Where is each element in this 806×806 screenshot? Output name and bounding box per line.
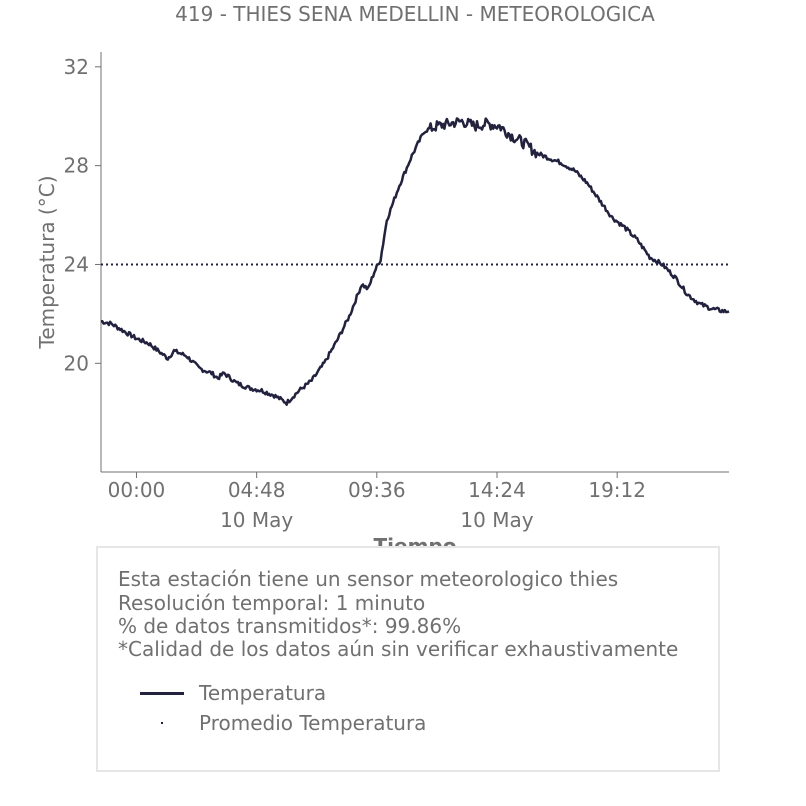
y-tick-label: 24 bbox=[64, 252, 89, 276]
temperature-series-line bbox=[101, 117, 730, 406]
legend-temperature-label: Temperatura bbox=[199, 681, 327, 705]
info-station-text: Esta estación tiene un sensor meteorolog… bbox=[118, 567, 619, 591]
legend-temperature-swatch bbox=[140, 692, 184, 695]
y-ticks: 20 24 28 32 bbox=[64, 55, 101, 375]
y-tick-label: 32 bbox=[64, 55, 89, 79]
x-tick-label: 09:36 bbox=[348, 478, 406, 502]
x-tick-sublabel: 10 May bbox=[220, 508, 293, 532]
legend-average-label: Promedio Temperatura bbox=[199, 711, 427, 735]
series-layer bbox=[101, 117, 730, 406]
x-tick-label: 00:00 bbox=[108, 478, 166, 502]
info-box: Esta estación tiene un sensor meteorolog… bbox=[96, 546, 720, 772]
x-tick-sublabel: 10 May bbox=[460, 508, 533, 532]
chart: 419 - THIES SENA MEDELLIN - METEOROLOGIC… bbox=[35, 2, 730, 558]
info-quality-text: *Calidad de los datos aún sin verificar … bbox=[118, 637, 679, 661]
x-tick-label: 04:48 bbox=[228, 478, 286, 502]
legend-average-swatch bbox=[161, 722, 163, 724]
x-tick-label: 19:12 bbox=[588, 478, 646, 502]
x-ticks: 00:00 04:48 10 May 09:36 14:24 10 May 19:12 bbox=[108, 472, 646, 532]
info-transmitted-text: % de datos transmitidos*: 99.86% bbox=[118, 614, 462, 638]
x-tick-label: 14:24 bbox=[468, 478, 526, 502]
y-tick-label: 20 bbox=[64, 351, 89, 375]
info-resolution-text: Resolución temporal: 1 minuto bbox=[118, 591, 426, 615]
y-tick-label: 28 bbox=[64, 154, 89, 178]
chart-title: 419 - THIES SENA MEDELLIN - METEOROLOGIC… bbox=[175, 2, 655, 26]
y-axis-label: Temperatura (°C) bbox=[35, 175, 59, 349]
